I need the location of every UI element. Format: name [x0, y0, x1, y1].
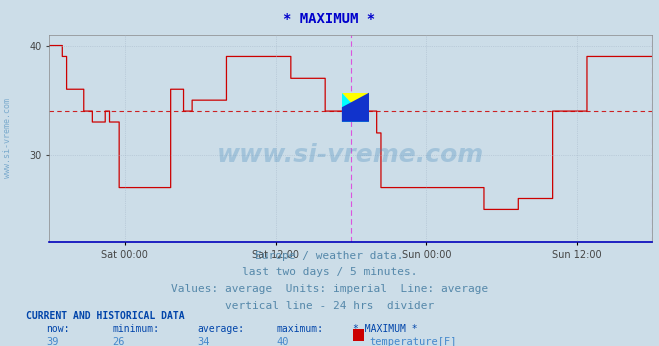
Text: www.si-vreme.com: www.si-vreme.com [217, 143, 484, 167]
Text: Europe / weather data.: Europe / weather data. [255, 251, 404, 261]
Polygon shape [342, 93, 369, 122]
Text: www.si-vreme.com: www.si-vreme.com [3, 98, 13, 179]
Text: CURRENT AND HISTORICAL DATA: CURRENT AND HISTORICAL DATA [26, 311, 185, 321]
Text: average:: average: [198, 324, 244, 334]
Text: maximum:: maximum: [277, 324, 324, 334]
Polygon shape [342, 93, 369, 122]
Text: vertical line - 24 hrs  divider: vertical line - 24 hrs divider [225, 301, 434, 311]
Text: 34: 34 [198, 337, 210, 346]
Text: last two days / 5 minutes.: last two days / 5 minutes. [242, 267, 417, 277]
Text: 39: 39 [46, 337, 59, 346]
Text: now:: now: [46, 324, 70, 334]
Text: 26: 26 [112, 337, 125, 346]
Text: * MAXIMUM *: * MAXIMUM * [283, 12, 376, 26]
Text: 40: 40 [277, 337, 289, 346]
Text: temperature[F]: temperature[F] [369, 337, 457, 346]
Text: minimum:: minimum: [112, 324, 159, 334]
Polygon shape [342, 93, 369, 122]
Text: Values: average  Units: imperial  Line: average: Values: average Units: imperial Line: av… [171, 284, 488, 294]
Text: * MAXIMUM *: * MAXIMUM * [353, 324, 417, 334]
